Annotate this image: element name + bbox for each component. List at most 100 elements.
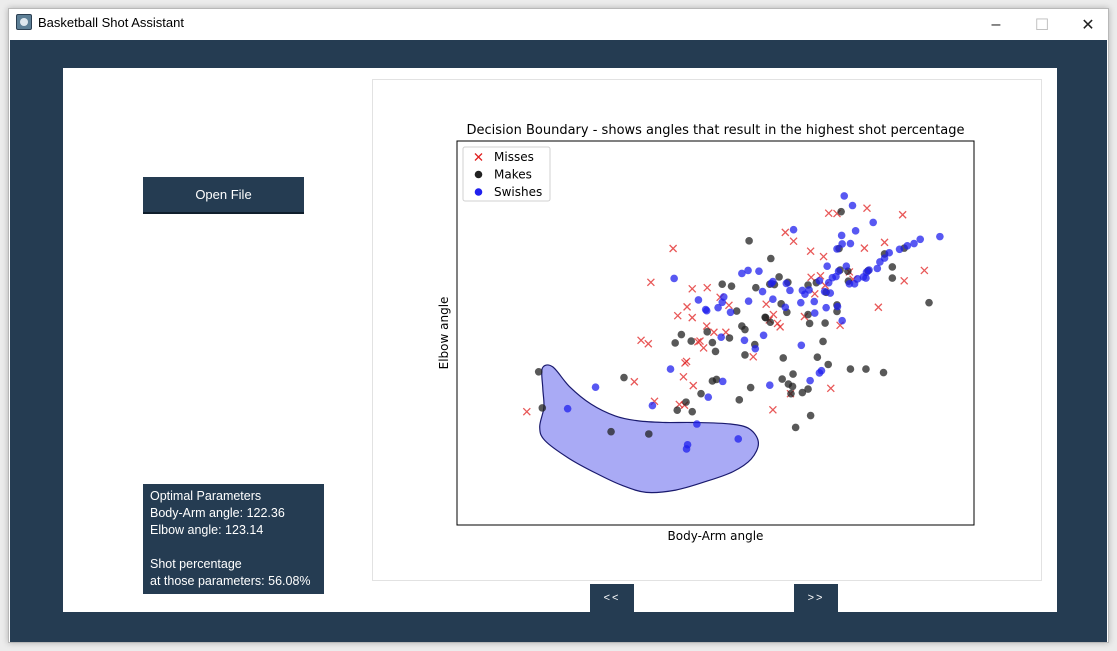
legend-box	[462, 146, 551, 202]
misses-point	[776, 322, 785, 331]
swishes-point	[862, 274, 870, 282]
swishes-point	[786, 286, 794, 295]
swishes-point	[916, 235, 925, 244]
swishes-point	[648, 401, 657, 410]
makes-point	[745, 237, 753, 245]
swishes-point	[842, 262, 851, 270]
swishes-point	[823, 262, 831, 270]
content-canvas: Open File Optimal Parameters Body-Arm an…	[63, 68, 1057, 612]
makes-point	[798, 388, 807, 397]
misses-point	[679, 372, 688, 381]
swishes-point	[591, 383, 600, 391]
swishes-point	[865, 266, 873, 274]
makes-point	[534, 367, 543, 376]
swishes-point	[765, 381, 774, 390]
close-button[interactable]: ✕	[1081, 16, 1095, 34]
swishes-point	[693, 420, 701, 428]
makes-point	[741, 351, 749, 359]
makes-point	[766, 318, 775, 327]
swishes-point	[789, 225, 798, 234]
axes-frame	[456, 140, 975, 526]
app-icon	[16, 14, 32, 30]
misses-point	[682, 357, 691, 366]
makes-point	[645, 430, 653, 438]
misses-point	[900, 276, 909, 285]
makes-point	[538, 404, 547, 412]
maximize-button[interactable]: ☐	[1034, 16, 1050, 34]
previous-button[interactable]: <<	[590, 584, 634, 612]
next-button[interactable]: >>	[794, 584, 838, 612]
y-axis-label: Elbow angle	[437, 297, 451, 370]
makes-point	[607, 427, 615, 436]
misses-point	[696, 337, 704, 346]
open-file-button[interactable]: Open File	[143, 177, 304, 214]
misses-point	[781, 228, 790, 237]
swishes-point	[704, 393, 713, 401]
swishes-point	[758, 287, 767, 296]
swishes-point	[806, 376, 814, 385]
misses-point	[880, 238, 889, 247]
swishes-point	[826, 289, 835, 297]
makes-point	[673, 406, 682, 414]
makes-point	[888, 263, 897, 271]
misses-point	[863, 204, 871, 213]
makes-point	[837, 207, 845, 216]
makes-point	[752, 283, 760, 292]
swishes-point	[910, 239, 918, 248]
makes-point	[789, 370, 797, 378]
swishes-point	[717, 333, 725, 342]
minimize-button[interactable]: –	[991, 15, 1001, 33]
makes-point	[725, 334, 734, 342]
swishes-point	[822, 303, 830, 312]
swishes-point	[755, 267, 763, 275]
swishes-point	[666, 365, 675, 373]
misses-point	[769, 310, 778, 319]
misses-point	[819, 252, 828, 261]
swishes-point	[838, 240, 846, 248]
misses-point	[768, 405, 777, 414]
swishes-point	[670, 274, 678, 283]
makes-point	[804, 310, 812, 319]
makes-point	[712, 375, 721, 384]
misses-point	[630, 377, 639, 386]
makes-point	[888, 274, 897, 282]
swishes-point	[820, 287, 829, 296]
app-window: Basketball Shot Assistant – ☐ ✕ Open Fil…	[8, 8, 1109, 643]
makes-point	[787, 389, 795, 398]
misses-point	[693, 337, 702, 346]
swishes-point	[726, 308, 735, 317]
misses-point	[669, 244, 678, 253]
swishes-point	[848, 201, 857, 210]
swishes-point	[837, 231, 846, 240]
swishes-point	[840, 192, 849, 200]
makes-point	[925, 298, 933, 307]
swishes-point	[936, 232, 944, 241]
swishes-point	[744, 266, 752, 275]
makes-point	[778, 375, 786, 383]
makes-point	[703, 328, 712, 336]
makes-point	[735, 396, 744, 404]
makes-point	[688, 407, 697, 416]
misses-point	[824, 209, 833, 218]
swishes-point	[769, 277, 777, 286]
swishes-point	[810, 297, 819, 306]
swishes-point	[740, 336, 749, 345]
title-bar: Basketball Shot Assistant – ☐ ✕	[9, 9, 1108, 40]
misses-point	[522, 407, 531, 416]
swishes-point	[718, 298, 727, 307]
swishes-point	[797, 341, 806, 350]
misses-point	[807, 273, 816, 282]
misses-point	[749, 352, 758, 361]
makes-point	[677, 330, 686, 339]
misses-point	[703, 283, 712, 292]
misses-point	[709, 328, 718, 337]
swishes-point	[838, 316, 846, 325]
swishes-point	[895, 245, 904, 254]
misses-point	[762, 300, 771, 309]
misses-point	[874, 303, 883, 312]
swishes-point	[714, 303, 722, 312]
makes-point	[671, 339, 679, 347]
misses-point	[644, 339, 653, 348]
misses-point	[646, 278, 655, 287]
makes-point	[879, 368, 888, 377]
